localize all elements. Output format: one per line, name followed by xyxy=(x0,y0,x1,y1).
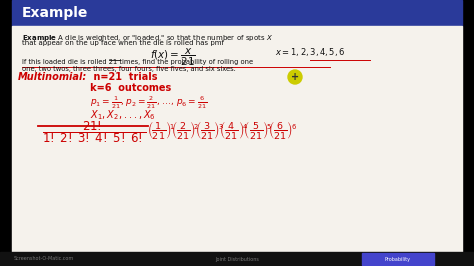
Text: $\dfrac{21!}{1!\;2!\;3!\;4!\;5!\;6!}$: $\dfrac{21!}{1!\;2!\;3!\;4!\;5!\;6!}$ xyxy=(42,119,147,145)
Text: n=21  trials: n=21 trials xyxy=(90,72,157,82)
Text: $X_1, X_2, ..., X_6$: $X_1, X_2, ..., X_6$ xyxy=(90,108,155,122)
Text: Example: Example xyxy=(22,6,88,20)
Bar xyxy=(0,252,474,266)
Text: $x = 1, 2, 3, 4, 5, 6$: $x = 1, 2, 3, 4, 5, 6$ xyxy=(275,46,346,58)
Text: If this loaded die is rolled 21 times, find the probability of rolling one: If this loaded die is rolled 21 times, f… xyxy=(22,59,253,65)
Text: $\bf{Example}$ A die is weighted, or "loaded," so that the number of spots $\it{: $\bf{Example}$ A die is weighted, or "lo… xyxy=(22,33,273,43)
Bar xyxy=(0,0,12,266)
Text: +: + xyxy=(291,72,299,82)
Bar xyxy=(462,0,474,266)
Circle shape xyxy=(288,70,302,84)
Text: Probability: Probability xyxy=(385,256,411,261)
Text: k=6  outcomes: k=6 outcomes xyxy=(90,83,171,93)
Text: $p_1 = \frac{1}{21}$, $p_2 = \frac{2}{21}$, ..., $p_6 = \frac{6}{21}$: $p_1 = \frac{1}{21}$, $p_2 = \frac{2}{21… xyxy=(90,94,207,111)
Text: $\!\left(\dfrac{1}{21}\right)^{\!1}\!\!\left(\dfrac{2}{21}\right)^{\!2}\!\!\left: $\!\left(\dfrac{1}{21}\right)^{\!1}\!\!\… xyxy=(148,119,297,141)
Text: that appear on the up face when the die is rolled has pmf: that appear on the up face when the die … xyxy=(22,40,224,46)
Text: Joint Distributions: Joint Distributions xyxy=(215,256,259,261)
Text: Screenshot-O-Matic.com: Screenshot-O-Matic.com xyxy=(14,256,74,261)
Text: Multinomial:: Multinomial: xyxy=(18,72,87,82)
Bar xyxy=(362,253,434,265)
Bar xyxy=(12,26,462,252)
Bar xyxy=(12,0,462,26)
Text: one, two twos, three threes, four fours, five fives, and six sixes.: one, two twos, three threes, four fours,… xyxy=(22,66,236,72)
Text: $f(x) = \dfrac{x}{21}$: $f(x) = \dfrac{x}{21}$ xyxy=(150,47,196,68)
